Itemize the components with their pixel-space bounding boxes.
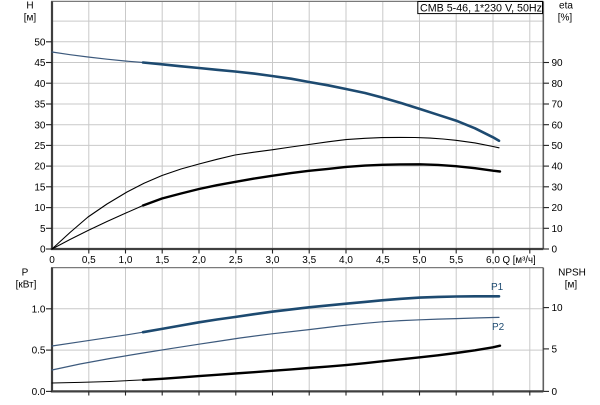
svg-text:NPSH: NPSH	[558, 268, 586, 279]
svg-text:0: 0	[552, 387, 558, 398]
svg-text:4,5: 4,5	[376, 255, 390, 266]
svg-text:0,5: 0,5	[82, 255, 96, 266]
svg-text:1,5: 1,5	[155, 255, 169, 266]
svg-text:70: 70	[552, 100, 564, 111]
svg-text:[%]: [%]	[558, 13, 573, 24]
svg-text:2,0: 2,0	[192, 255, 206, 266]
svg-text:5: 5	[40, 224, 46, 235]
svg-text:80: 80	[552, 79, 564, 90]
svg-text:50: 50	[552, 141, 564, 152]
svg-text:P: P	[22, 268, 29, 279]
svg-text:0: 0	[552, 245, 558, 256]
svg-text:25: 25	[34, 141, 46, 152]
svg-text:2,5: 2,5	[229, 255, 243, 266]
svg-text:40: 40	[552, 162, 564, 173]
svg-text:20: 20	[552, 203, 564, 214]
svg-text:30: 30	[34, 120, 46, 131]
svg-text:35: 35	[34, 100, 46, 111]
svg-text:10: 10	[34, 203, 46, 214]
svg-text:6,0: 6,0	[486, 255, 500, 266]
svg-text:10: 10	[552, 303, 564, 314]
svg-text:eta: eta	[559, 1, 573, 12]
svg-text:4,0: 4,0	[339, 255, 353, 266]
svg-text:[м]: [м]	[24, 13, 37, 24]
svg-text:CMB 5-46, 1*230 V, 50Hz: CMB 5-46, 1*230 V, 50Hz	[420, 2, 542, 14]
svg-text:[кВт]: [кВт]	[16, 280, 37, 291]
svg-text:45: 45	[34, 58, 46, 69]
svg-text:P1: P1	[491, 282, 504, 293]
svg-text:5,5: 5,5	[449, 255, 463, 266]
svg-text:H: H	[26, 1, 33, 12]
svg-text:90: 90	[552, 58, 564, 69]
svg-text:20: 20	[34, 162, 46, 173]
svg-text:50: 50	[34, 37, 46, 48]
svg-text:60: 60	[552, 120, 564, 131]
svg-text:P2: P2	[492, 322, 505, 333]
svg-text:40: 40	[34, 79, 46, 90]
svg-text:15: 15	[34, 182, 46, 193]
svg-text:0.5: 0.5	[32, 346, 46, 357]
svg-text:Q [м³/ч]: Q [м³/ч]	[503, 255, 536, 266]
svg-text:[м]: [м]	[565, 280, 578, 291]
svg-text:30: 30	[552, 182, 564, 193]
svg-text:3,5: 3,5	[302, 255, 316, 266]
svg-text:3,0: 3,0	[266, 255, 280, 266]
svg-text:5: 5	[552, 345, 558, 356]
svg-text:5,0: 5,0	[413, 255, 427, 266]
svg-text:0: 0	[40, 245, 46, 256]
svg-text:10: 10	[552, 224, 564, 235]
svg-text:1,0: 1,0	[119, 255, 133, 266]
svg-text:0.0: 0.0	[32, 387, 46, 398]
svg-text:0: 0	[49, 255, 55, 266]
svg-text:1.0: 1.0	[32, 304, 46, 315]
